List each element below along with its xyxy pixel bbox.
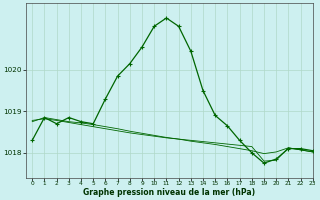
X-axis label: Graphe pression niveau de la mer (hPa): Graphe pression niveau de la mer (hPa)	[84, 188, 256, 197]
